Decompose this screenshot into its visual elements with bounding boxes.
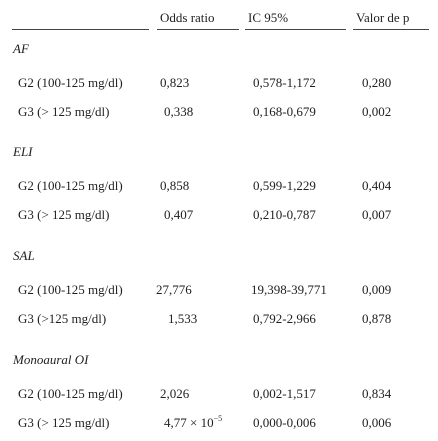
ic-value: 0,792-2,966: [253, 311, 316, 326]
p-value: 0,280: [362, 75, 392, 90]
odds-ratio-value: 0,338: [164, 104, 194, 119]
row-label: G2 (100-125 mg/dl): [18, 178, 123, 193]
header-p-value: Valor de p: [356, 10, 410, 25]
ic-value: 0,599-1,229: [253, 178, 316, 193]
row-label: G2 (100-125 mg/dl): [18, 386, 123, 401]
section-title-af: AF: [13, 41, 29, 56]
odds-ratio-mantissa: 4,77 × 10: [164, 415, 214, 430]
ic-value: 0,168-0,679: [253, 104, 316, 119]
ic-value: 0,002-1,517: [253, 386, 316, 401]
section-title-eli: ELI: [13, 144, 33, 159]
p-value: 0,834: [362, 386, 392, 401]
row-label: G2 (100-125 mg/dl): [18, 75, 123, 90]
section-title-sal: SAL: [13, 248, 35, 263]
odds-ratio-exponent: −5: [213, 414, 223, 423]
header-rule-odds: [157, 29, 239, 30]
ic-value: 19,398-39,771: [251, 282, 327, 297]
row-label: G3 (> 125 mg/dl): [18, 207, 110, 222]
ic-value: 0,578-1,172: [253, 75, 316, 90]
p-value: 0,007: [362, 207, 392, 222]
header-rule-ic: [245, 29, 346, 30]
row-label: G2 (100-125 mg/dl): [18, 282, 123, 297]
p-value: 0,878: [362, 311, 392, 326]
p-value: 0,404: [362, 178, 392, 193]
row-label: G3 (> 125 mg/dl): [18, 415, 110, 430]
p-value: 0,002: [362, 104, 392, 119]
header-rule-label: [12, 29, 149, 30]
p-value: 0,006: [362, 415, 392, 430]
odds-ratio-value: 0,823: [160, 75, 190, 90]
ic-value: 0,000-0,006: [253, 415, 316, 430]
odds-ratio-value: 4,77 × 10−5: [164, 415, 222, 431]
header-odds-ratio: Odds ratio: [160, 10, 215, 25]
odds-ratio-value: 27,776: [156, 282, 192, 297]
p-value: 0,009: [362, 282, 392, 297]
odds-ratio-value: 0,407: [164, 207, 194, 222]
row-label: G3 (> 125 mg/dl): [18, 104, 110, 119]
ic-value: 0,210-0,787: [253, 207, 316, 222]
row-label: G3 (>125 mg/dl): [18, 311, 107, 326]
odds-ratio-value: 2,026: [160, 386, 190, 401]
header-ic-95: IC 95%: [248, 10, 289, 25]
odds-ratio-value: 0,858: [160, 178, 190, 193]
odds-ratio-value: 1,533: [168, 311, 198, 326]
header-rule-p: [353, 29, 429, 30]
section-title-monoaural-oi: Monoaural OI: [13, 352, 89, 367]
